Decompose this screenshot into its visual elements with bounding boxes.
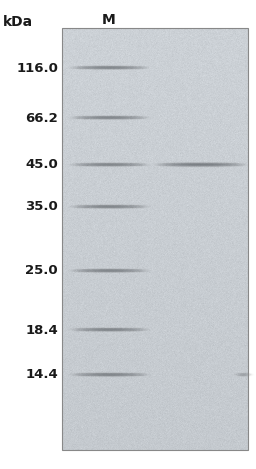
Text: 25.0: 25.0 [25,265,58,278]
Text: kDa: kDa [3,15,33,29]
Text: 18.4: 18.4 [25,324,58,336]
Text: 116.0: 116.0 [16,61,58,75]
Text: 66.2: 66.2 [25,112,58,124]
Text: 14.4: 14.4 [25,369,58,381]
Text: M: M [102,13,116,27]
Text: 45.0: 45.0 [25,159,58,172]
Text: 35.0: 35.0 [25,201,58,213]
Bar [62,28,248,450]
